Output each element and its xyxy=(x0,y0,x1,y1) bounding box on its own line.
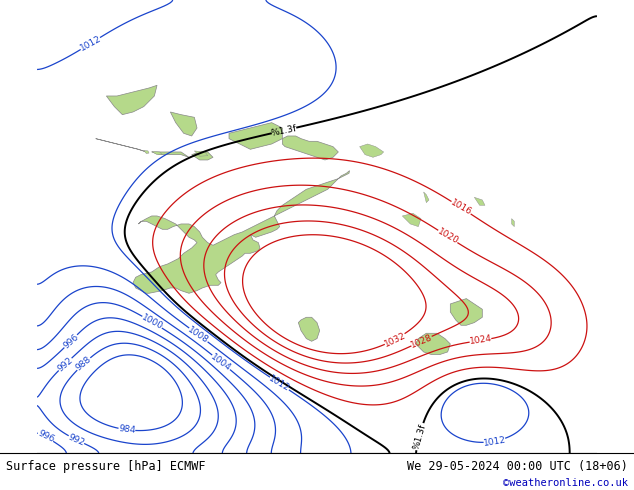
Text: %1.3f: %1.3f xyxy=(270,123,298,138)
Text: 1012: 1012 xyxy=(482,435,507,447)
Text: 1016: 1016 xyxy=(449,198,474,217)
Text: 1020: 1020 xyxy=(436,227,460,246)
Polygon shape xyxy=(450,298,482,325)
Text: 1024: 1024 xyxy=(469,334,493,346)
Text: 992: 992 xyxy=(67,432,86,447)
Text: 984: 984 xyxy=(118,424,136,435)
Text: 992: 992 xyxy=(56,355,75,373)
Text: 1004: 1004 xyxy=(209,352,233,372)
Polygon shape xyxy=(191,152,213,160)
Text: 1012: 1012 xyxy=(78,34,103,53)
Polygon shape xyxy=(229,122,282,149)
Text: 1032: 1032 xyxy=(382,330,407,348)
Polygon shape xyxy=(474,197,485,205)
Polygon shape xyxy=(107,85,157,115)
Polygon shape xyxy=(195,151,208,156)
Text: 996: 996 xyxy=(61,332,80,350)
Polygon shape xyxy=(359,144,384,157)
Polygon shape xyxy=(299,318,320,341)
Text: %1.3f: %1.3f xyxy=(411,423,427,450)
Text: ©weatheronline.co.uk: ©weatheronline.co.uk xyxy=(503,478,628,488)
Text: 1000: 1000 xyxy=(140,313,164,331)
Polygon shape xyxy=(282,136,339,160)
Text: 988: 988 xyxy=(74,355,93,373)
Polygon shape xyxy=(152,151,162,155)
Text: Surface pressure [hPa] ECMWF: Surface pressure [hPa] ECMWF xyxy=(6,460,206,473)
Polygon shape xyxy=(96,139,146,152)
Polygon shape xyxy=(133,171,349,294)
Text: We 29-05-2024 00:00 UTC (18+06): We 29-05-2024 00:00 UTC (18+06) xyxy=(407,460,628,473)
Polygon shape xyxy=(152,152,189,157)
Text: 1008: 1008 xyxy=(186,325,210,345)
Polygon shape xyxy=(144,150,149,153)
Text: 1028: 1028 xyxy=(410,333,434,350)
Text: 996: 996 xyxy=(36,429,56,444)
Polygon shape xyxy=(512,219,514,226)
Polygon shape xyxy=(171,112,197,136)
Text: 1012: 1012 xyxy=(268,374,292,393)
Polygon shape xyxy=(403,213,421,226)
Polygon shape xyxy=(424,192,429,203)
Polygon shape xyxy=(416,333,450,355)
